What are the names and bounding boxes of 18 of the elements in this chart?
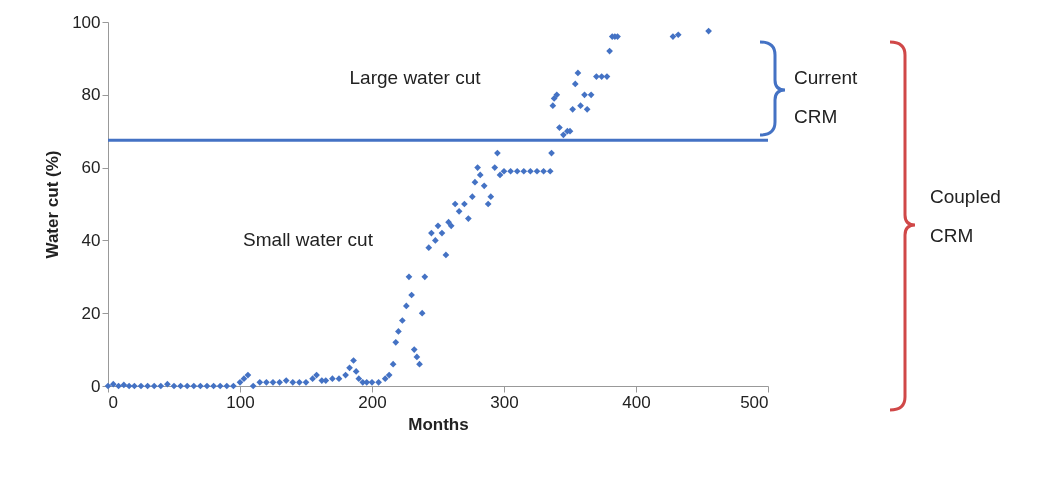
y-tick-label: 20: [81, 303, 101, 323]
x-tick-label: 400: [622, 392, 651, 412]
annotation: Large water cut: [349, 67, 482, 88]
x-axis-title: Months: [408, 414, 469, 434]
x-tick-label: 300: [490, 392, 519, 412]
y-axis-title: Water cut (%): [43, 150, 63, 259]
annotation: Small water cut: [243, 229, 374, 250]
y-tick-label: 100: [72, 12, 101, 32]
y-tick-label: 40: [81, 230, 101, 250]
x-tick-label: 100: [226, 392, 255, 412]
x-tick-label: 0: [108, 392, 118, 412]
y-tick-label: 60: [81, 158, 101, 178]
x-tick-label: 200: [358, 392, 387, 412]
text: Coupled CRM: [930, 186, 1001, 246]
x-tick-label: 500: [740, 392, 769, 412]
y-tick-label: 0: [91, 376, 101, 396]
text: Current CRM: [794, 67, 859, 127]
y-tick-label: 80: [81, 85, 101, 105]
